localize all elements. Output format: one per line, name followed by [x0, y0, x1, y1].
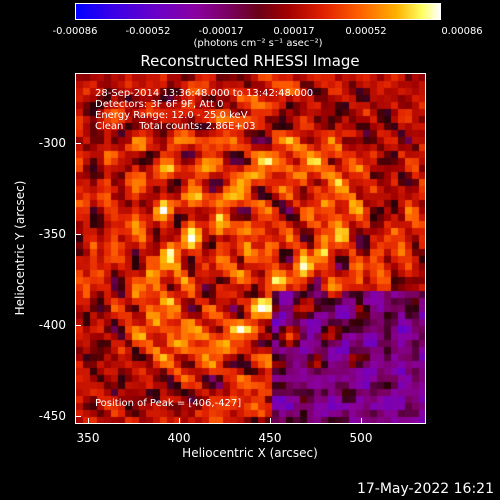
x-tick-label: 450 [258, 431, 282, 445]
x-tick-mark [88, 418, 89, 424]
y-tick-mark [75, 325, 81, 326]
x-axis-label: Heliocentric X (arcsec) [182, 446, 318, 460]
time-range-annotation: 28-Sep-2014 13:36:48.000 to 13:42:48.000 [95, 88, 314, 99]
colorbar-tick-label: -0.00052 [125, 26, 171, 37]
colorbar-tick-label: -0.00086 [52, 26, 98, 37]
x-tick-label: 500 [349, 431, 373, 445]
y-axis-label: Heliocentric Y (arcsec) [13, 180, 27, 316]
colorbar-tick-label: 0.00017 [273, 26, 315, 37]
x-tick-label: 350 [76, 431, 100, 445]
plot-title: Reconstructed RHESSI Image [140, 52, 360, 70]
colorbar-tick-label: -0.00017 [198, 26, 244, 37]
x-tick-mark [361, 418, 362, 424]
colorbar-units-label: (photons cm⁻² s⁻¹ asec⁻²) [193, 38, 323, 49]
colorbar [75, 3, 441, 20]
x-tick-mark [270, 418, 271, 424]
y-tick-label: -300 [38, 136, 66, 150]
y-tick-label: -450 [38, 409, 66, 423]
datestamp: 17-May-2022 16:21 [356, 481, 494, 497]
peak-position-annotation: Position of Peak = [406,-427] [95, 398, 242, 409]
total-counts-annotation: Clean Total counts: 2.86E+03 [95, 121, 256, 132]
y-tick-mark [75, 143, 81, 144]
y-tick-mark [75, 416, 81, 417]
y-tick-mark [75, 234, 81, 235]
y-tick-label: -350 [38, 227, 66, 241]
heatmap-image [76, 74, 425, 423]
image-plot-area [75, 73, 426, 424]
colorbar-tick-label: 0.00052 [345, 26, 387, 37]
colorbar-tick-label: 0.00086 [441, 26, 483, 37]
x-tick-label: 400 [167, 431, 191, 445]
detectors-annotation: Detectors: 3F 6F 9F, Att 0 [95, 99, 224, 110]
energy-range-annotation: Energy Range: 12.0 - 25.0 keV [95, 110, 248, 121]
x-tick-mark [179, 418, 180, 424]
y-tick-label: -400 [38, 318, 66, 332]
